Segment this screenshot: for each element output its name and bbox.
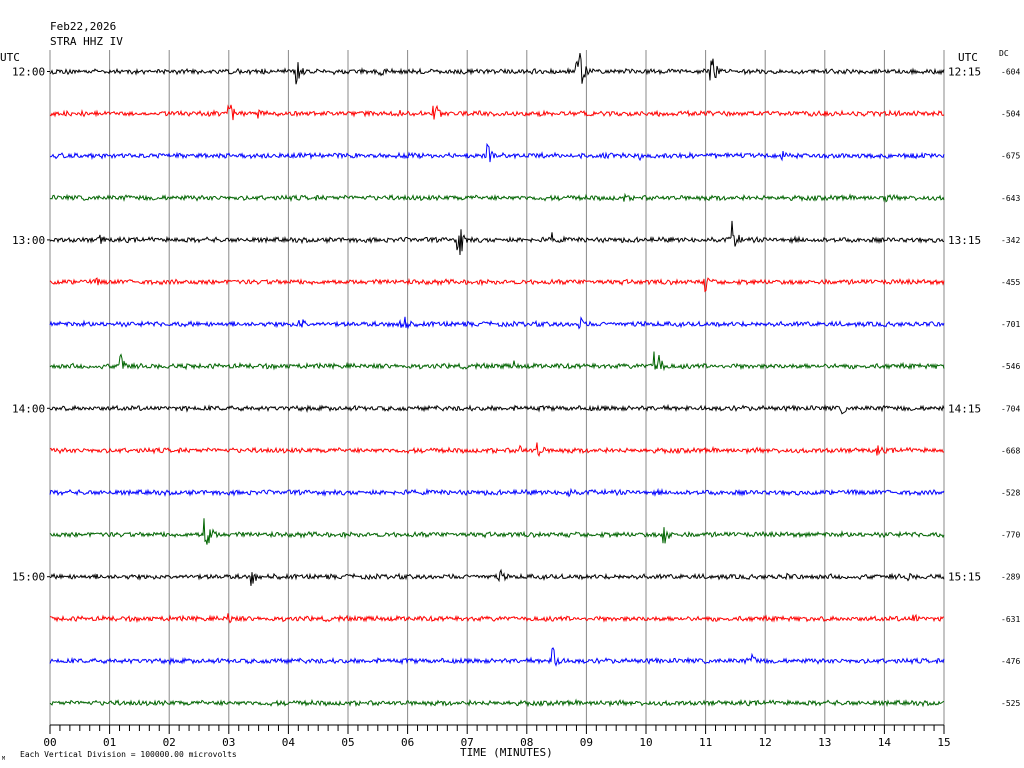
seismic-trace-row-12 bbox=[49, 568, 945, 586]
x-tick-label-01: 01 bbox=[103, 736, 116, 749]
seismic-trace-row-5 bbox=[49, 277, 945, 293]
x-tick-label-12: 12 bbox=[759, 736, 772, 749]
x-tick-label-05: 05 bbox=[341, 736, 354, 749]
x-tick-label-02: 02 bbox=[163, 736, 176, 749]
right-time-label-12: 15:15 bbox=[948, 571, 981, 584]
dc-offset-row-0: -604 bbox=[1001, 68, 1020, 77]
left-time-label-0: 12:00 bbox=[12, 66, 45, 79]
left-time-label-4: 13:00 bbox=[12, 234, 45, 247]
x-tick-label-09: 09 bbox=[580, 736, 593, 749]
seismic-trace-row-8 bbox=[49, 403, 945, 415]
dc-offset-row-11: -770 bbox=[1001, 531, 1020, 540]
dc-offset-row-10: -528 bbox=[1001, 489, 1020, 498]
seismic-trace-row-4 bbox=[49, 220, 945, 256]
dc-offset-row-5: -455 bbox=[1001, 278, 1020, 287]
seismic-trace-row-7 bbox=[49, 351, 945, 372]
left-time-label-8: 14:00 bbox=[12, 402, 45, 415]
right-time-label-4: 13:15 bbox=[948, 234, 981, 247]
dc-offset-row-2: -675 bbox=[1001, 152, 1020, 161]
dc-offset-row-14: -476 bbox=[1001, 657, 1020, 666]
date-label: Feb22,2026 bbox=[50, 20, 116, 33]
dc-offset-row-12: -289 bbox=[1001, 573, 1020, 582]
dc-offset-row-6: -701 bbox=[1001, 320, 1020, 329]
dc-label: DC bbox=[999, 49, 1009, 58]
dc-offset-row-8: -704 bbox=[1001, 404, 1020, 413]
seismic-trace-row-14 bbox=[49, 647, 945, 667]
x-tick-label-15: 15 bbox=[937, 736, 950, 749]
x-tick-label-13: 13 bbox=[818, 736, 831, 749]
chart-grid bbox=[49, 50, 945, 725]
seismic-trace-row-6 bbox=[49, 316, 945, 330]
seismic-trace-row-11 bbox=[49, 518, 945, 545]
station-label: STRA HHZ IV bbox=[50, 35, 123, 48]
x-tick-label-08: 08 bbox=[520, 736, 533, 749]
right-time-label-8: 14:15 bbox=[948, 402, 981, 415]
dc-offset-row-15: -525 bbox=[1001, 699, 1020, 708]
scale-note: Each Vertical Division = 100000.00 micro… bbox=[20, 750, 237, 759]
x-tick-label-04: 04 bbox=[282, 736, 296, 749]
x-tick-label-10: 10 bbox=[639, 736, 652, 749]
time-axis: 00 01 02 03 04 05 06 07 08 09 10 11 12 13 14 15 bbox=[43, 724, 951, 749]
seismic-trace-row-15 bbox=[49, 698, 945, 708]
utc-right-label: UTC bbox=[958, 51, 978, 64]
seismic-trace-row-1 bbox=[49, 104, 945, 121]
right-time-label-0: 12:15 bbox=[948, 66, 981, 79]
seismic-trace-row-10 bbox=[49, 487, 945, 498]
x-tick-label-07: 07 bbox=[461, 736, 474, 749]
dc-offset-row-7: -546 bbox=[1001, 362, 1020, 371]
x-tick-label-00: 00 bbox=[43, 736, 56, 749]
dc-offset-row-13: -631 bbox=[1001, 615, 1020, 624]
utc-left-label: UTC bbox=[0, 51, 20, 64]
left-time-label-12: 15:00 bbox=[12, 571, 45, 584]
x-axis-title: TIME (MINUTES) bbox=[460, 746, 553, 759]
x-tick-label-11: 11 bbox=[699, 736, 712, 749]
row-labels: 12:00 13:00 14:00 15:00 12:15 13:15 14:15 15:15… bbox=[12, 66, 1020, 709]
x-tick-label-14: 14 bbox=[878, 736, 892, 749]
x-tick-label-03: 03 bbox=[222, 736, 235, 749]
seismic-trace-row-0 bbox=[49, 53, 945, 85]
seismic-trace-row-9 bbox=[49, 442, 945, 458]
dc-offset-row-1: -504 bbox=[1001, 110, 1020, 119]
trace-group bbox=[49, 53, 945, 708]
seismic-trace-row-2 bbox=[49, 142, 945, 163]
dc-offset-row-3: -643 bbox=[1001, 194, 1020, 203]
dc-offset-row-4: -342 bbox=[1001, 236, 1020, 245]
corner-mark: M bbox=[2, 756, 5, 762]
x-tick-label-06: 06 bbox=[401, 736, 414, 749]
dc-offset-row-9: -668 bbox=[1001, 446, 1020, 455]
seismic-trace-row-13 bbox=[49, 613, 945, 624]
seismic-trace-row-3 bbox=[49, 192, 945, 203]
